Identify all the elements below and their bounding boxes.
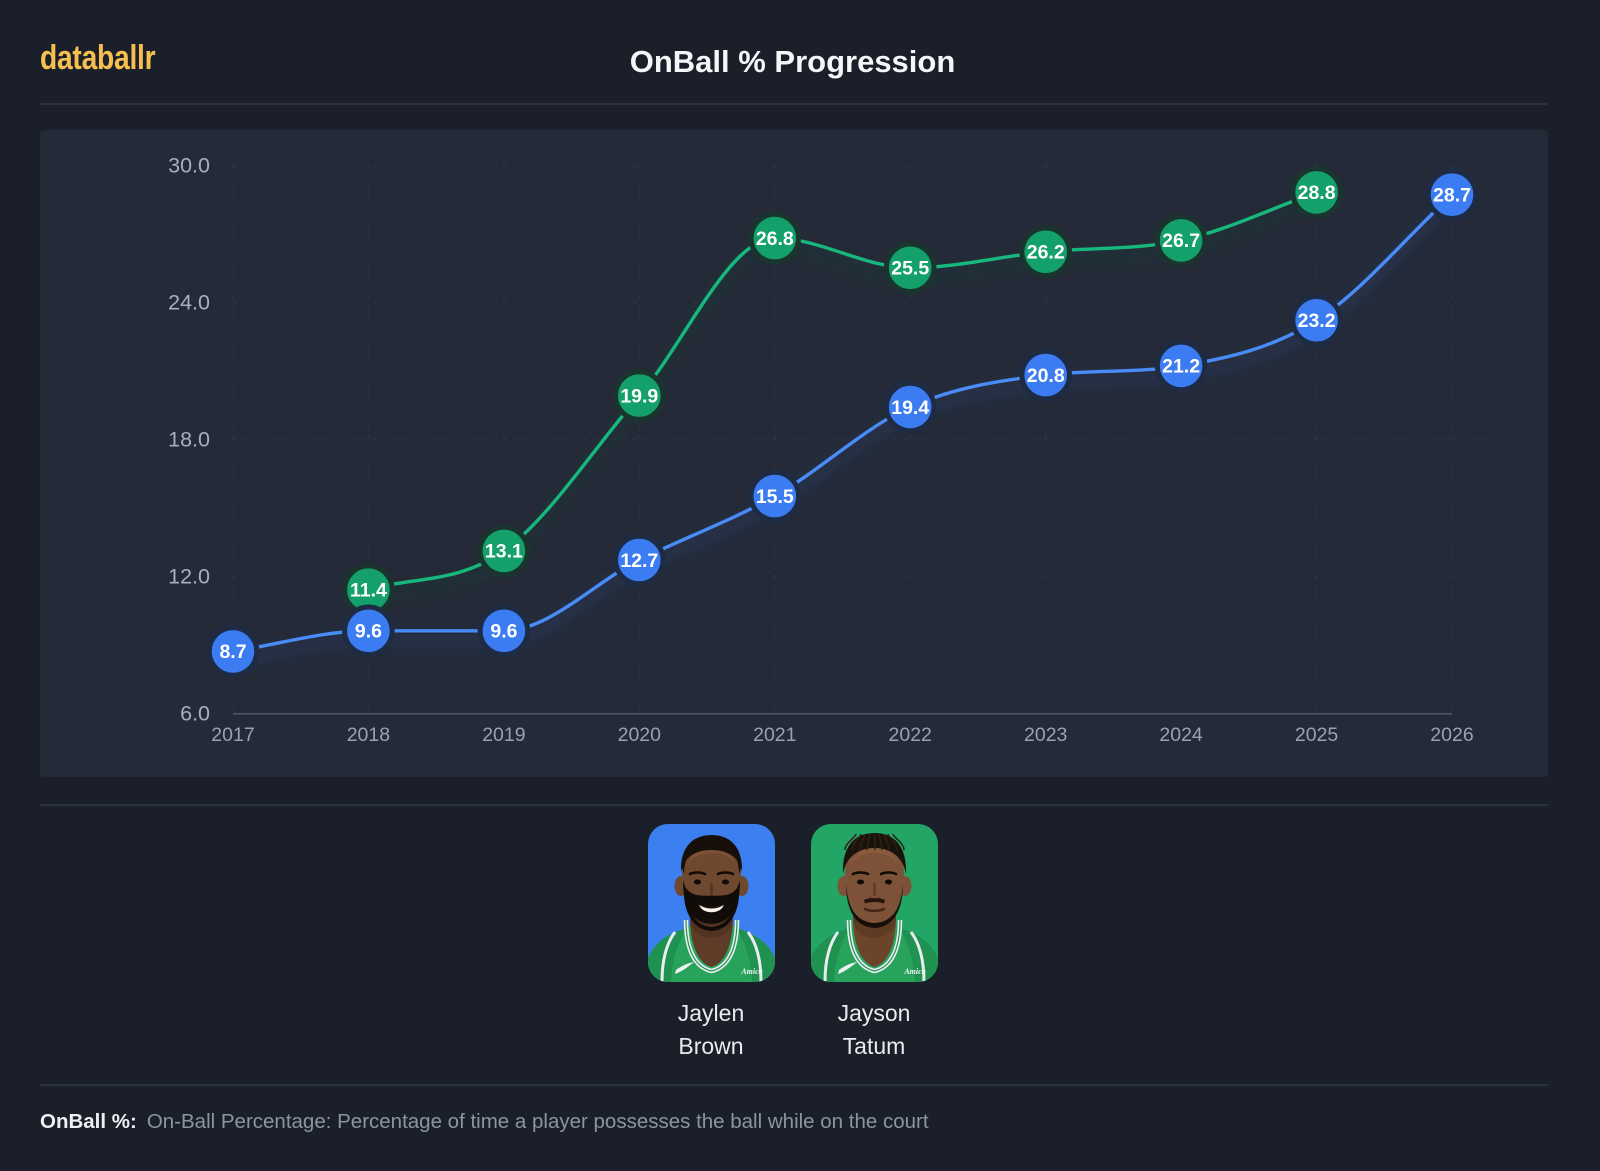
svg-text:11.4: 11.4 [350,580,387,602]
svg-text:24.0: 24.0 [168,291,210,315]
svg-text:2024: 2024 [1159,724,1203,746]
svg-text:2017: 2017 [211,724,254,746]
svg-text:2018: 2018 [347,724,390,746]
svg-text:Amica: Amica [740,967,762,976]
svg-text:23.2: 23.2 [1298,310,1336,332]
svg-text:2025: 2025 [1295,724,1339,746]
svg-text:21.2: 21.2 [1162,356,1200,378]
svg-text:2019: 2019 [482,724,525,746]
svg-text:2023: 2023 [1024,724,1067,746]
svg-text:12.7: 12.7 [620,550,658,572]
svg-text:9.6: 9.6 [490,621,517,643]
svg-text:19.9: 19.9 [620,385,658,407]
svg-text:2022: 2022 [889,724,932,746]
svg-text:12.0: 12.0 [168,565,210,589]
svg-text:6.0: 6.0 [180,702,210,726]
svg-text:19.4: 19.4 [891,397,929,419]
svg-text:30.0: 30.0 [168,154,210,178]
svg-text:26.2: 26.2 [1027,242,1065,264]
svg-text:13.1: 13.1 [485,541,523,563]
svg-text:2026: 2026 [1430,724,1473,746]
svg-text:9.6: 9.6 [355,621,382,643]
svg-text:26.8: 26.8 [756,228,794,250]
svg-text:28.8: 28.8 [1298,182,1336,204]
svg-text:2021: 2021 [753,724,796,746]
svg-text:25.5: 25.5 [891,258,929,280]
svg-text:8.7: 8.7 [219,641,246,663]
svg-text:20.8: 20.8 [1027,365,1065,387]
svg-text:28.7: 28.7 [1433,185,1471,207]
svg-text:Amica: Amica [903,967,925,976]
svg-text:2020: 2020 [618,724,662,746]
svg-text:15.5: 15.5 [756,486,794,508]
svg-text:18.0: 18.0 [168,428,210,452]
svg-text:26.7: 26.7 [1162,230,1200,252]
